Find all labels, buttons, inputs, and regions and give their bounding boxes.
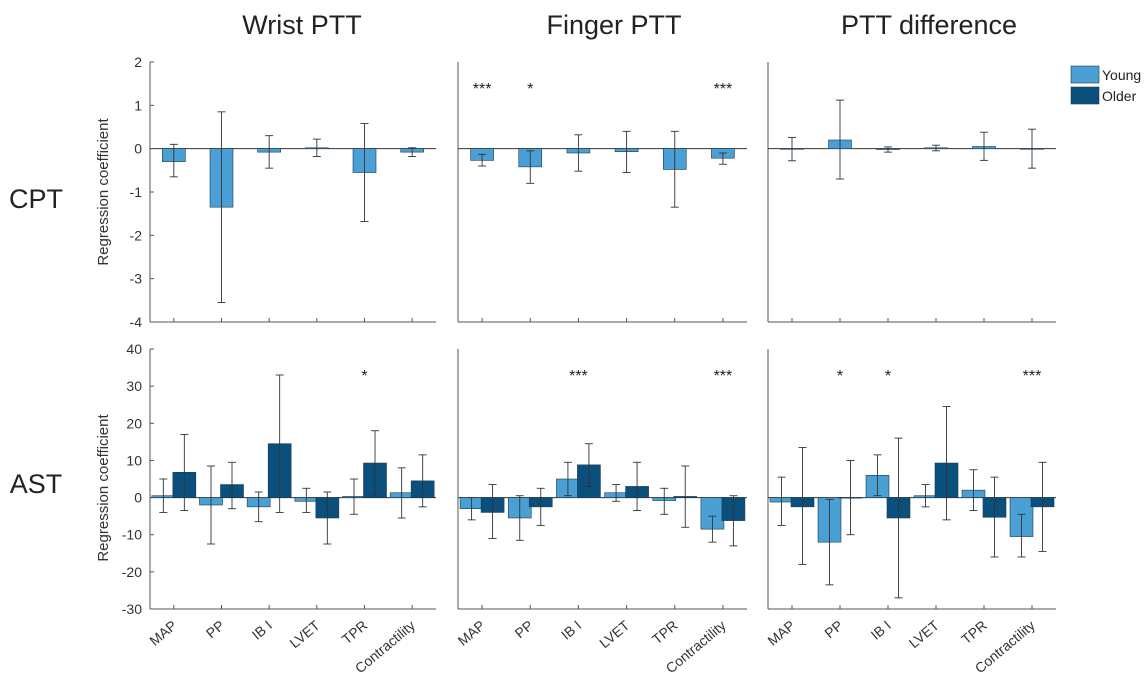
- x-tick-label-map: MAP: [146, 617, 180, 649]
- y-axis-label-ast: Regression coefficient: [95, 414, 112, 562]
- column-title-finger-ptt: Finger PTT: [546, 10, 681, 40]
- panel-cpt-wrist-ptt: 2 1 0 -1 -2 -3 -4: [130, 54, 436, 330]
- x-tick-label-ib-i: IB I: [249, 617, 275, 643]
- y-tick-label: 0: [134, 141, 142, 157]
- y-tick-label: -3: [130, 271, 143, 287]
- x-tick-label-pp: PP: [821, 617, 846, 641]
- y-tick-label: -10: [122, 527, 142, 543]
- row-title-cpt: CPT: [9, 184, 63, 214]
- panel-cpt-finger-ptt: *** * ***: [457, 62, 747, 323]
- significance-marker-tpr: *: [361, 368, 367, 385]
- legend-swatch-young: [1070, 65, 1100, 84]
- x-tick-label-lvet: LVET: [286, 617, 323, 651]
- x-tick-label-tpr: TPR: [339, 617, 371, 647]
- y-tick-label: -1: [130, 184, 143, 200]
- row-title-ast: AST: [10, 469, 63, 499]
- y-axis-label-cpt: Regression coefficient: [95, 118, 112, 266]
- y-tick-label: 40: [126, 341, 142, 357]
- column-title-wrist-ptt: Wrist PTT: [242, 10, 361, 40]
- legend-swatch-older: [1070, 86, 1100, 105]
- panel-cpt-ptt-difference: [767, 62, 1056, 323]
- y-tick-label: -20: [122, 564, 142, 580]
- y-tick-label: 10: [126, 452, 142, 468]
- x-tick-label-ib-i: IB I: [868, 617, 894, 643]
- x-tick-label-pp: PP: [512, 617, 537, 641]
- x-tick-label-map: MAP: [454, 617, 488, 649]
- x-tick-label-tpr: TPR: [958, 617, 990, 647]
- y-tick-label: -2: [130, 227, 143, 243]
- x-tick-label-map: MAP: [764, 617, 798, 649]
- y-tick-label: 20: [126, 415, 142, 431]
- x-tick-label-lvet: LVET: [906, 617, 943, 651]
- panel-ast-finger-ptt: MAP PP***IB I LVET TPR***Contractility: [454, 349, 747, 676]
- significance-marker-pp: *: [527, 81, 533, 98]
- x-tick-label-lvet: LVET: [596, 617, 633, 651]
- significance-marker-ib-i: ***: [569, 368, 588, 385]
- panel-ast-ptt-difference: MAP*PP*IB I LVET TPR***Contractility: [764, 349, 1056, 676]
- significance-marker-contractility: ***: [1023, 368, 1042, 385]
- x-tick-label-pp: PP: [203, 617, 228, 641]
- legend: Young Older: [1070, 65, 1141, 105]
- legend-label-older: Older: [1102, 88, 1137, 104]
- significance-marker-contractility: ***: [714, 368, 733, 385]
- significance-marker-ib-i: *: [885, 368, 891, 385]
- legend-label-young: Young: [1102, 67, 1141, 83]
- y-tick-label: -4: [130, 314, 143, 330]
- significance-marker-map: ***: [473, 81, 492, 98]
- column-title-ptt-difference: PTT difference: [841, 10, 1017, 40]
- y-tick-label: 2: [134, 54, 142, 70]
- significance-marker-contractility: ***: [714, 81, 733, 98]
- y-tick-label: 1: [134, 97, 142, 113]
- significance-marker-pp: *: [837, 368, 843, 385]
- x-tick-label-ib-i: IB I: [558, 617, 584, 643]
- y-tick-label: -30: [122, 601, 142, 617]
- y-tick-label: 0: [134, 490, 142, 506]
- y-tick-label: 30: [126, 378, 142, 394]
- x-tick-label-tpr: TPR: [649, 617, 681, 647]
